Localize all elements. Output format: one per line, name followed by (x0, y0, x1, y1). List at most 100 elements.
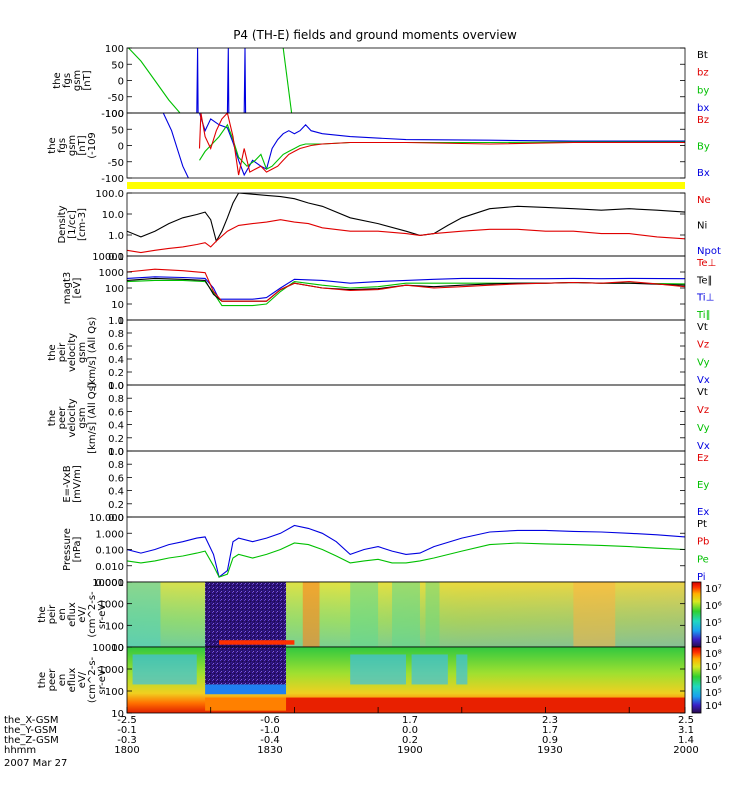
y-axis-label: thepeirenefluxeV/(cm^2-s-sr-eV) (37, 591, 108, 638)
y-axis-label-line: [eV] (72, 278, 83, 299)
y-axis-label-line: the (52, 72, 63, 88)
y-tick-label: 1 (118, 316, 124, 327)
y-tick-label: 100 (105, 687, 124, 698)
y-tick-label: 0.8 (108, 394, 124, 405)
y-tick-label: 100 (105, 284, 124, 295)
y-axis-label-line: [nPa] (72, 536, 83, 562)
colorbar-tick-label: 10⁷ (705, 584, 722, 595)
y-axis-label-line: (cm^2-s- (87, 591, 98, 638)
y-tick-label: 1.0 (108, 447, 124, 458)
y-tick-label: 1000 (99, 268, 124, 279)
y-tick-label: 0.4 (108, 355, 124, 366)
series-line-Ne (127, 219, 685, 254)
y-tick-label: 100.0 (95, 189, 124, 200)
y-axis-label: thefgsgsm[nT](-109 (47, 132, 98, 159)
colorbar-tick-label: 10⁶ (705, 675, 722, 686)
legend-entry: Ez (697, 453, 709, 464)
legend-entry: by (697, 85, 709, 96)
y-tick-label: 10.0 (102, 210, 124, 221)
colorbar: 10⁸ 10⁷ 10⁶ 10⁵ 10⁴ (691, 646, 722, 714)
y-tick-label: 1.0 (108, 316, 124, 327)
panel-frame (126, 47, 686, 114)
y-tick-label: 0.1 (108, 252, 124, 263)
heatmap-band (411, 654, 448, 685)
legend-entry: bz (697, 68, 709, 79)
y-axis-label-line: [1/cc] (67, 210, 78, 239)
y-axis-label-line: Pressure (62, 528, 73, 571)
legend-entry: Pt (697, 519, 707, 530)
colorbar-tick-label: 10⁸ (705, 649, 722, 660)
heatmap-gap (205, 647, 287, 685)
legend-entry: bx (697, 103, 709, 114)
y-axis-label-line: sr-eV) (97, 600, 108, 629)
y-axis-label-line: velocity (67, 398, 78, 437)
series-line-Ti⊥ (127, 276, 685, 300)
y-axis-label-line: eflux (67, 602, 78, 627)
series-group (162, 113, 685, 178)
panel-10: 10⁸10⁷10⁶10⁵10⁴10000100010010thepeerenef… (37, 643, 722, 720)
y-tick-label: 10 (111, 709, 124, 720)
legend-entry: By (697, 142, 710, 153)
y-axis-label-line: [nT] (77, 135, 88, 155)
series-line-Pe (127, 542, 685, 578)
y-axis-label-line: peir (57, 342, 68, 362)
y-tick-label: -50 (108, 158, 124, 169)
y-tick-label: 0.8 (108, 329, 124, 340)
y-axis-label-line: [cm-3] (77, 208, 88, 241)
legend-entry: Pi (697, 572, 706, 583)
x-axis-row-value: 2.3 (542, 715, 558, 726)
x-axis-row-value: 1900 (397, 745, 422, 756)
legend-entry: Vx (697, 375, 710, 386)
y-axis-label: magt3[eV] (62, 272, 83, 305)
legend: Ez Ey Ex (697, 453, 709, 518)
x-axis-row-value: -0.6 (260, 715, 280, 726)
y-tick-label: 0.8 (108, 460, 124, 471)
x-axis-row-value: 2.5 (678, 715, 694, 726)
series-line-bx (226, 48, 230, 113)
panel-1: Bt bz by bx 100 50 0 -50 -100 thefgsgsm[nT] (52, 44, 709, 120)
y-axis: 10000 1000 100 10 (92, 643, 685, 720)
y-tick-label: 0.0 (108, 381, 124, 392)
y-tick-label: 1000 (99, 665, 124, 676)
heatmap-band (205, 684, 287, 695)
colorbar-scale (691, 581, 702, 648)
y-tick-label: 50 (111, 60, 124, 71)
y-tick-label: 0.2 (108, 368, 124, 379)
colorbar-tick-label: 10⁴ (705, 701, 722, 712)
y-tick-label: 100 (105, 621, 124, 632)
y-tick-label: 10.000 (89, 513, 124, 524)
y-axis-label-line: velocity (67, 333, 78, 372)
legend-entry: Vy (697, 357, 710, 368)
legend-entry: Ne (697, 195, 711, 206)
y-axis-label-line: [nT] (82, 70, 93, 90)
y-axis-label-line: peir (47, 604, 58, 624)
y-axis-label-line: [km/s] (All Qs) (87, 317, 98, 389)
y-tick-label: 10000 (92, 578, 124, 589)
y-axis-label-line: en (57, 608, 68, 621)
y-axis-label-line: the (47, 410, 58, 426)
y-tick-label: 0.2 (108, 434, 124, 445)
y-axis-label: Pressure[nPa] (62, 528, 83, 571)
x-axis-row-value: 1.7 (542, 725, 558, 736)
y-axis: 100.0 10.0 1.0 0.1 (95, 189, 685, 263)
legend: Bz By Bx (697, 115, 710, 179)
y-axis-label-line: fgs (57, 138, 68, 153)
y-axis-label-line: sr-eV) (97, 665, 108, 694)
legend-entry: Vz (697, 340, 709, 351)
x-axis-row-value: -0.4 (260, 735, 280, 746)
y-axis-label-line: the (47, 137, 58, 153)
y-axis-label-line: fgs (62, 73, 73, 88)
legend-entry: Vt (697, 387, 708, 398)
series-line-by (282, 48, 293, 113)
y-axis-label-line: gsm (77, 407, 88, 428)
x-axis-row-value: 0.2 (402, 735, 418, 746)
y-tick-label: 10000 (92, 643, 124, 654)
y-tick-label: 1.0 (108, 231, 124, 242)
heatmap (127, 647, 685, 713)
y-tick-label: 0.100 (95, 546, 124, 557)
y-axis: 1.0 0.8 0.6 0.4 0.2 0.0 (108, 447, 685, 524)
y-axis-label-line: en (57, 674, 68, 687)
y-axis: 100 50 0 -50 -100 (101, 44, 685, 120)
y-axis-label-line: [mV/m] (72, 465, 83, 503)
y-tick-label: 0.0 (108, 513, 124, 524)
